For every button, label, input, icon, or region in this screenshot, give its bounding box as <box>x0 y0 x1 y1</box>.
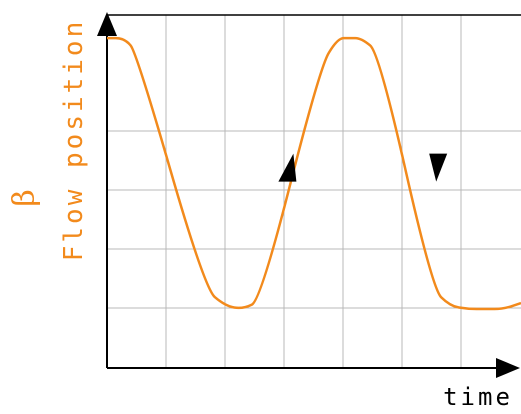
labels: Flow position β time <box>7 19 513 411</box>
x-axis-label: time <box>443 383 513 411</box>
x-axis-arrowhead <box>496 358 520 378</box>
axes <box>97 12 520 378</box>
direction-arrow-down <box>429 153 448 182</box>
y-axis-arrowhead <box>97 12 117 36</box>
y-axis-label: Flow position <box>59 19 89 262</box>
grid <box>107 14 521 368</box>
direction-arrows <box>278 153 448 182</box>
series-line <box>107 36 521 311</box>
y-axis-symbol: β <box>7 189 42 206</box>
direction-arrow-up <box>278 153 297 182</box>
series <box>107 36 521 311</box>
